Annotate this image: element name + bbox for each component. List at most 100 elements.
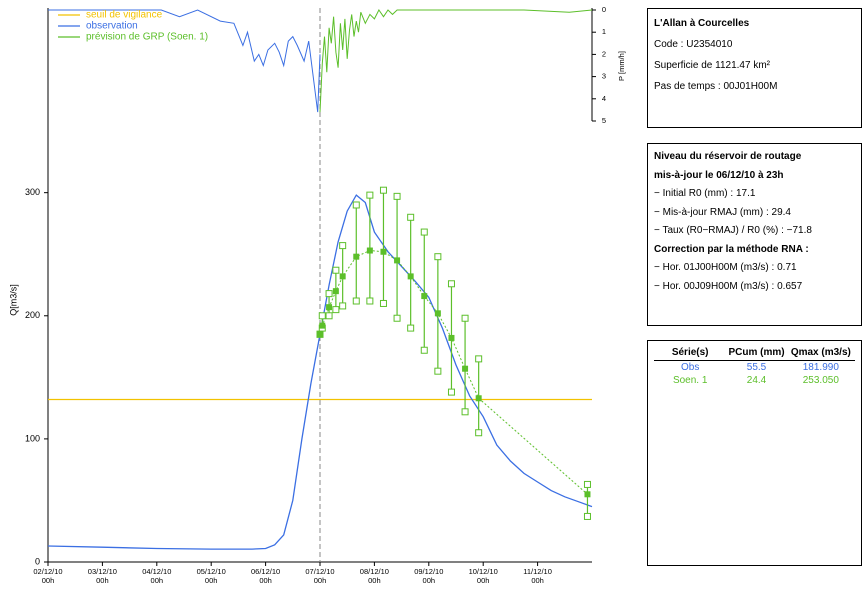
rain-tick-label: 2: [602, 49, 606, 58]
rain-tick-label: 1: [602, 27, 606, 36]
median-marker: [394, 257, 401, 264]
high-marker: [475, 355, 483, 363]
low-marker: [339, 302, 347, 310]
high-marker: [583, 480, 591, 488]
low-marker: [475, 429, 483, 437]
table-row: Obs 55.5 181.990: [654, 361, 855, 375]
low-marker: [379, 299, 387, 307]
low-marker: [366, 297, 374, 305]
median-marker: [366, 247, 373, 254]
reservoir-line: − Mis-à-jour RMAJ (mm) : 29.4: [654, 204, 855, 223]
value: −71.8: [786, 225, 812, 236]
value: 0.657: [777, 280, 803, 292]
median-marker: [434, 310, 441, 317]
x-tick-label: 02/12/10 00h: [33, 567, 63, 585]
low-marker: [420, 346, 428, 354]
x-tick-label: 06/12/10 00h: [250, 567, 281, 585]
station-line: Code : U2354010: [654, 39, 733, 50]
label: − Initial R0 (mm) :: [654, 188, 734, 199]
cell: Soen. 1: [672, 375, 708, 386]
low-marker: [407, 324, 415, 332]
high-marker: [420, 228, 428, 236]
median-marker: [319, 322, 326, 329]
y-tick-label: 200: [25, 310, 40, 320]
high-marker: [332, 266, 340, 274]
y-tick-label: 100: [25, 433, 40, 443]
high-marker: [318, 312, 326, 320]
correction-line: − Hor. 00J09H00M (m3/s) : 0.657: [654, 278, 855, 297]
low-marker: [393, 314, 401, 322]
legend-label: prévision de GRP (Soen. 1): [86, 32, 208, 43]
reservoir-title: Niveau du réservoir de routage: [654, 151, 802, 162]
legend-label: observation: [86, 21, 138, 32]
cell: 181.990: [802, 362, 839, 373]
station-line: Superficie de 1121.47 km²: [654, 60, 770, 71]
high-marker: [352, 201, 360, 209]
high-marker: [366, 191, 374, 199]
label: − Mis-à-jour RMAJ (mm) :: [654, 206, 769, 218]
high-marker: [461, 314, 469, 322]
station-panel: L'Allan à Courcelles Code : U2354010 Sup…: [647, 8, 862, 128]
summary-table: Série(s) PCum (mm) Qmax (m3/s) Obs 55.5 18…: [654, 345, 855, 387]
median-marker: [326, 304, 333, 311]
value: 0.71: [777, 262, 797, 273]
x-tick-label: 11/12/10 00h: [523, 567, 552, 585]
high-marker: [379, 186, 387, 194]
summary-panel: Série(s) PCum (mm) Qmax (m3/s) Obs 55.5 18…: [647, 340, 862, 566]
low-marker: [332, 306, 340, 314]
label: − Hor. 01J00H00M (m3/s) :: [654, 262, 775, 273]
x-tick-label: 08/12/10 00h: [359, 567, 389, 585]
cell: 55.5: [746, 362, 767, 373]
correction-line: − Hor. 01J00H00M (m3/s) : 0.71: [654, 259, 855, 278]
rain-tick-label: 0: [602, 5, 606, 14]
high-marker: [339, 242, 347, 250]
median-marker: [317, 331, 323, 338]
rain-line: [48, 9, 321, 113]
correction-title: Correction par la méthode RNA :: [654, 243, 809, 255]
high-marker: [447, 280, 455, 288]
high-marker: [325, 290, 333, 298]
reservoir-subtitle: mis-à-jour le 06/12/10 à 23h: [654, 169, 784, 181]
low-marker: [583, 512, 591, 520]
reservoir-line: − Taux (R0−RMAJ) / R0 (%) : −71.8: [654, 222, 855, 241]
legend-label: seuil de vigilance: [86, 10, 163, 21]
cell: 253.050: [802, 375, 839, 386]
cell: Obs: [681, 362, 700, 373]
high-marker: [393, 192, 401, 200]
x-tick-label: 09/12/10 00h: [414, 567, 444, 585]
median-marker: [407, 273, 414, 280]
median-marker: [332, 288, 339, 295]
rain-tick-label: 4: [602, 94, 606, 103]
header-row: Série(s) PCum (mm) Qmax (m3/s): [654, 345, 855, 361]
station-title: L'Allan à Courcelles: [654, 18, 750, 29]
y-tick-label: 0: [35, 556, 40, 566]
label: − Hor. 00J09H00M (m3/s) :: [654, 280, 775, 292]
rain-axis-label: P [mm/h]: [617, 51, 626, 81]
station-line: Pas de temps : 00J01H00M: [654, 81, 778, 92]
low-marker: [461, 408, 469, 416]
header: Série(s): [654, 345, 727, 361]
low-marker: [325, 312, 333, 320]
low-marker: [352, 297, 360, 305]
chart: 0 100 200 300 Q[m3/s] 0 1 2 3 4 5 P [mm/h] seuil de …: [8, 5, 626, 566]
header: PCum (mm): [726, 345, 787, 361]
median-marker: [339, 273, 346, 280]
median-marker: [462, 365, 469, 372]
reservoir-line: − Initial R0 (mm) : 17.1: [654, 185, 855, 204]
value: 17.1: [735, 188, 756, 199]
rain-line: [319, 9, 593, 113]
reservoir-panel: Niveau du réservoir de routage mis-à-jou…: [647, 143, 862, 326]
rain-tick-label: 5: [602, 116, 606, 125]
table-row: Soen. 1 24.4 253.050: [654, 374, 855, 387]
high-marker: [434, 253, 442, 261]
low-marker: [447, 388, 455, 396]
median-marker: [421, 293, 428, 300]
median-marker: [380, 248, 387, 255]
x-tick-label: 03/12/10 00h: [87, 567, 117, 585]
y-tick-label: 300: [25, 187, 40, 197]
x-tick-label: 05/12/10 00h: [196, 567, 226, 585]
rain-tick-label: 3: [602, 72, 606, 81]
median-marker: [584, 491, 591, 498]
x-tick-label: 07/12/10 00h: [305, 567, 335, 585]
